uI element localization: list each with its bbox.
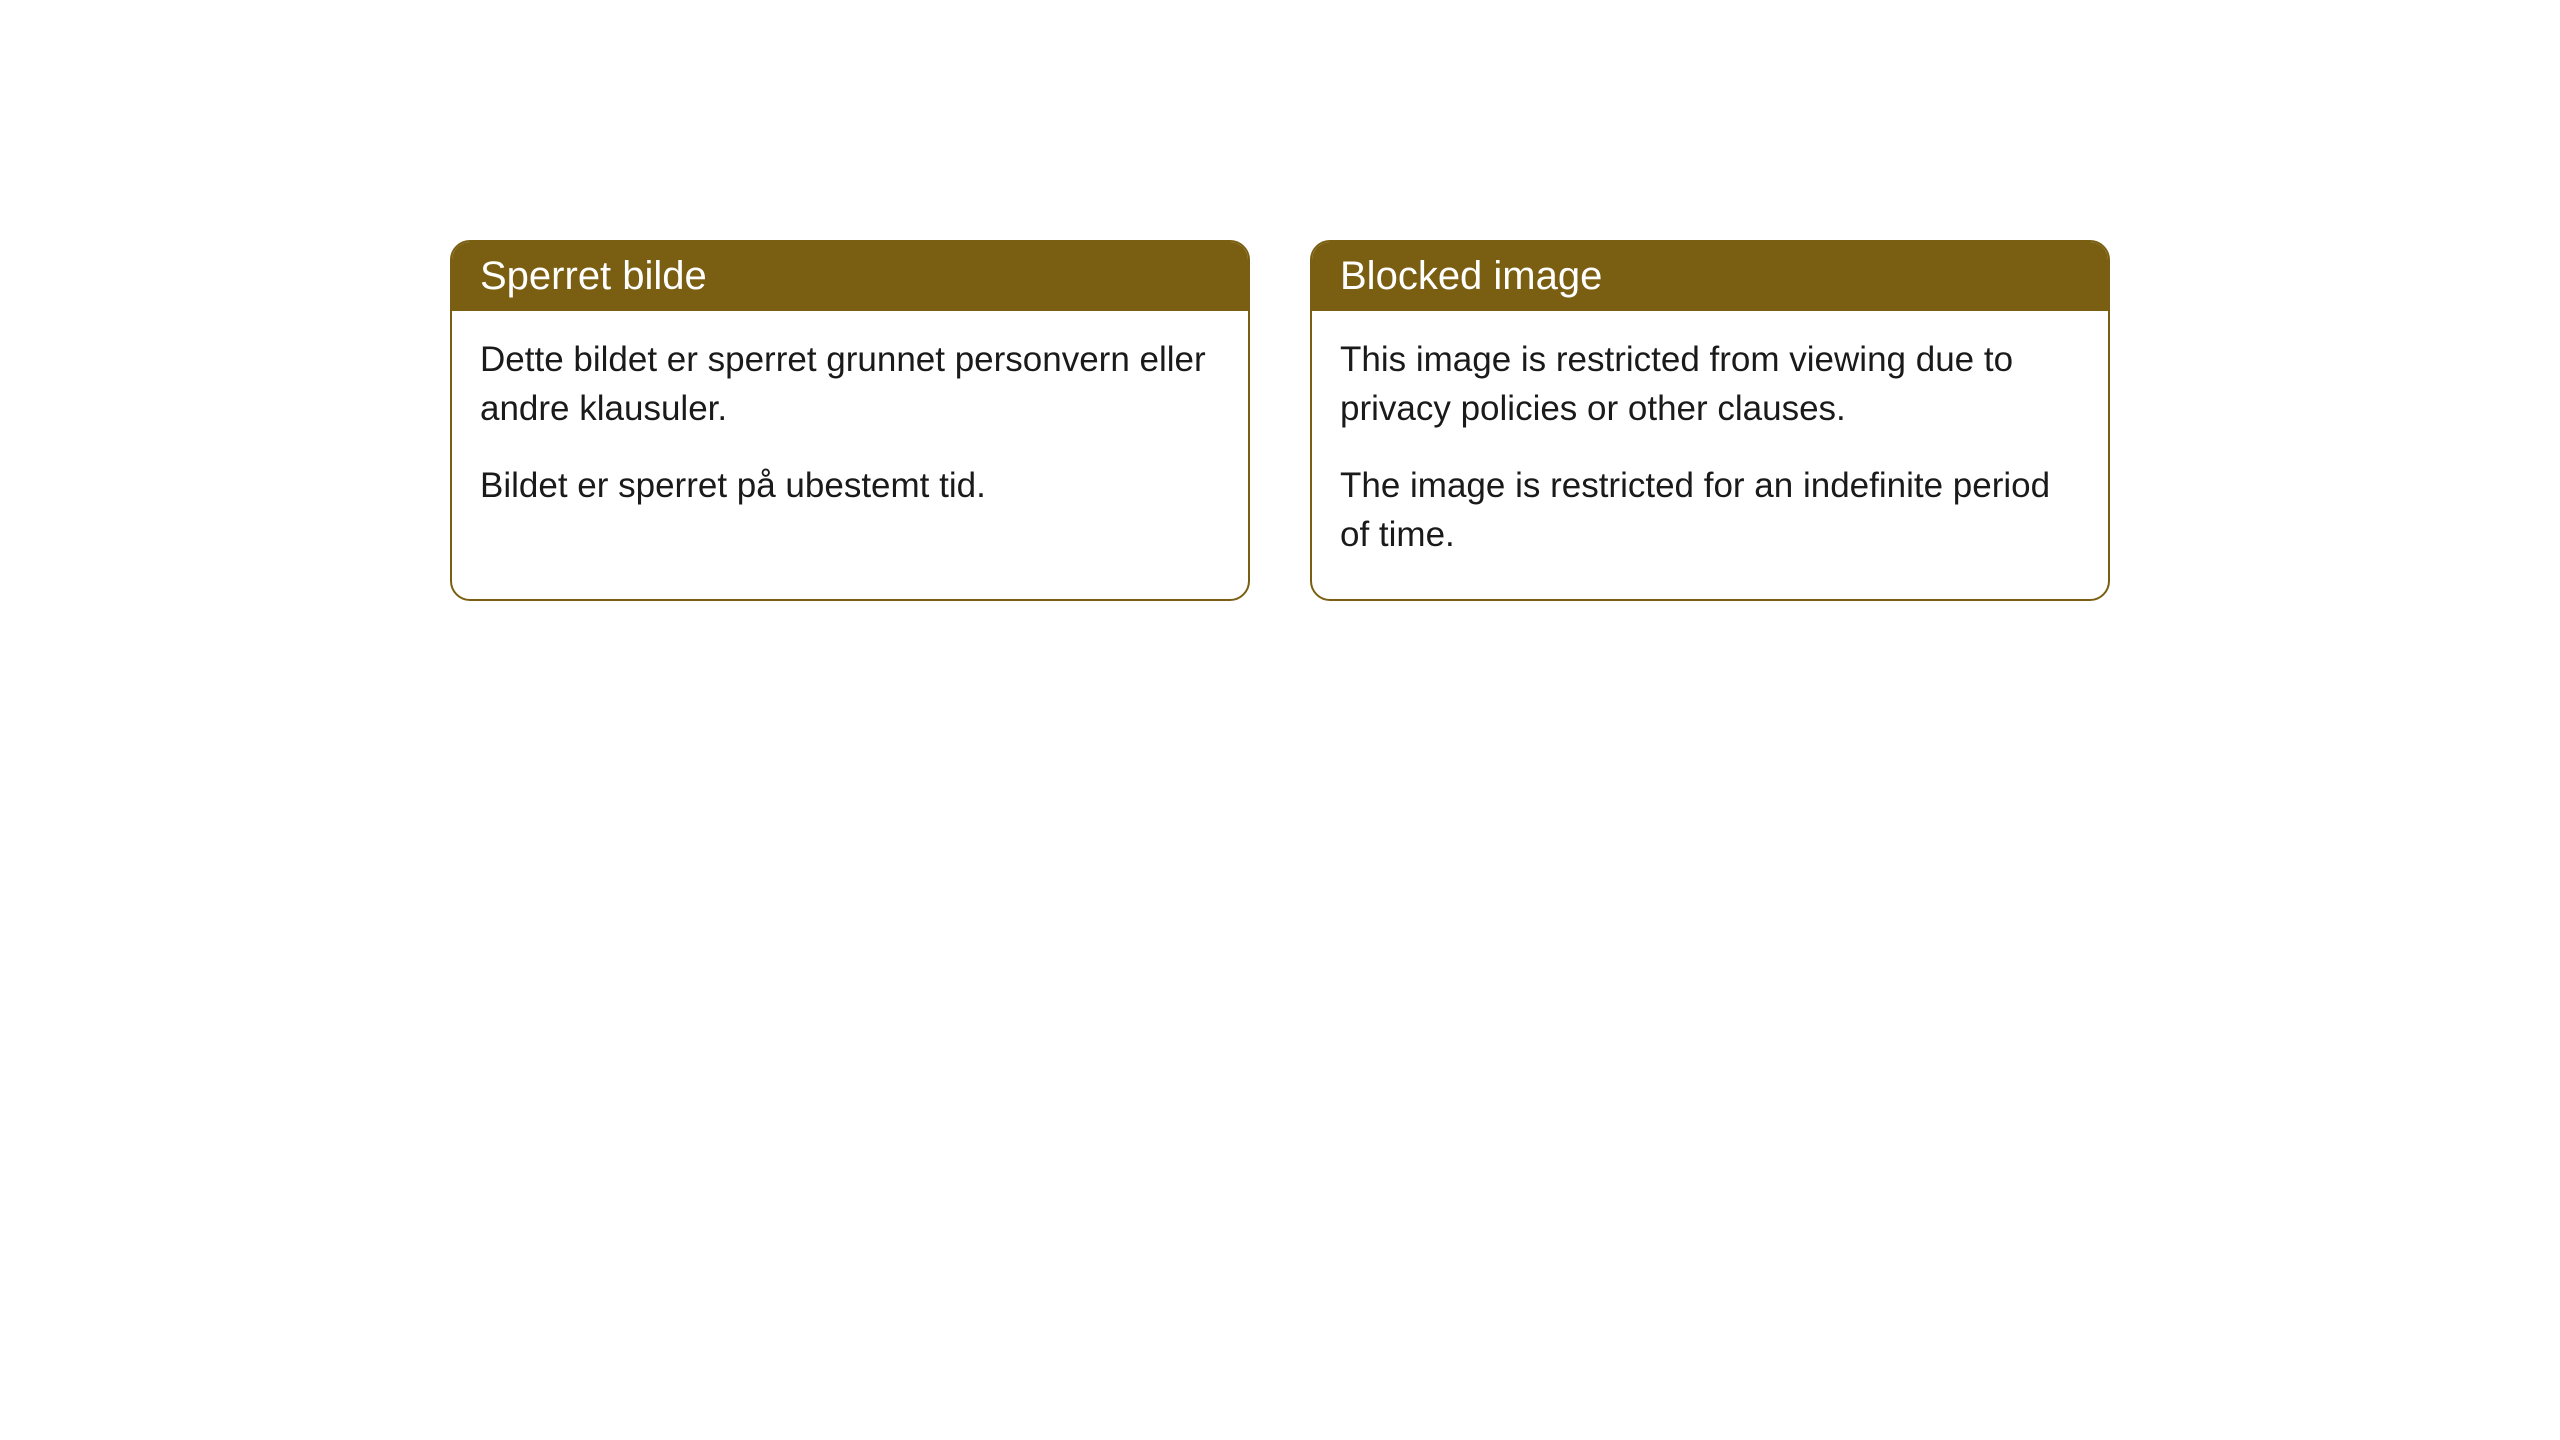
card-paragraph: Bildet er sperret på ubestemt tid.: [480, 461, 1220, 510]
card-body: This image is restricted from viewing du…: [1312, 311, 2108, 599]
card-body: Dette bildet er sperret grunnet personve…: [452, 311, 1248, 550]
card-paragraph: Dette bildet er sperret grunnet personve…: [480, 335, 1220, 433]
card-title: Blocked image: [1340, 254, 1602, 298]
card-header: Blocked image: [1312, 242, 2108, 311]
card-paragraph: This image is restricted from viewing du…: [1340, 335, 2080, 433]
card-title: Sperret bilde: [480, 254, 707, 298]
blocked-image-card-english: Blocked image This image is restricted f…: [1310, 240, 2110, 601]
blocked-image-card-norwegian: Sperret bilde Dette bildet er sperret gr…: [450, 240, 1250, 601]
cards-container: Sperret bilde Dette bildet er sperret gr…: [450, 240, 2110, 601]
card-paragraph: The image is restricted for an indefinit…: [1340, 461, 2080, 559]
card-header: Sperret bilde: [452, 242, 1248, 311]
